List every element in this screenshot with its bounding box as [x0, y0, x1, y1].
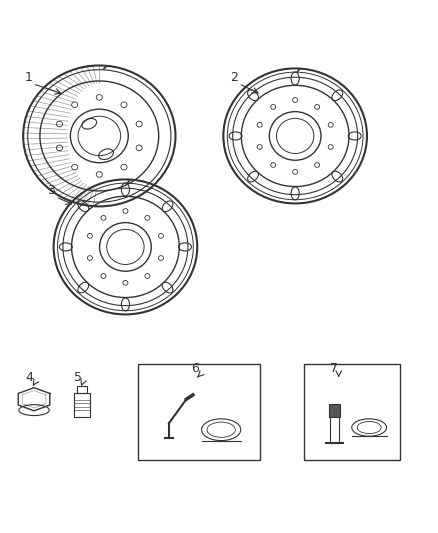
Bar — [138, 365, 260, 460]
Text: 5: 5 — [74, 371, 81, 384]
Bar — [304, 365, 399, 460]
Bar — [74, 393, 90, 417]
Text: 6: 6 — [191, 362, 199, 375]
Bar — [330, 408, 339, 443]
Text: 1: 1 — [25, 71, 32, 84]
Bar — [77, 386, 87, 393]
Bar — [329, 403, 339, 417]
Text: 3: 3 — [47, 184, 55, 197]
Text: 4: 4 — [26, 371, 34, 384]
Text: 7: 7 — [330, 362, 338, 375]
Text: 2: 2 — [230, 71, 238, 84]
